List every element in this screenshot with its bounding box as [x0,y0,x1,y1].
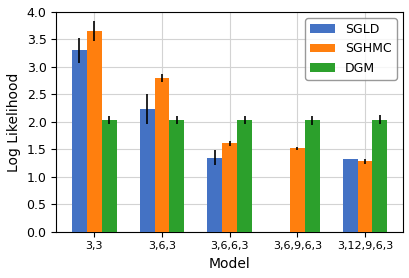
Bar [87,31,101,232]
Bar [236,120,252,232]
Bar [342,159,357,232]
Bar [289,148,304,232]
Bar [371,120,387,232]
Bar [72,50,87,232]
X-axis label: Model: Model [208,257,250,271]
Bar [357,162,371,232]
Bar [222,143,236,232]
Y-axis label: Log Likelihood: Log Likelihood [7,72,21,172]
Bar [207,158,222,232]
Bar [101,120,116,232]
Bar [139,109,154,232]
Bar [169,120,184,232]
Bar [154,78,169,232]
Legend: SGLD, SGHMC, DGM: SGLD, SGHMC, DGM [304,18,396,80]
Bar [304,120,319,232]
